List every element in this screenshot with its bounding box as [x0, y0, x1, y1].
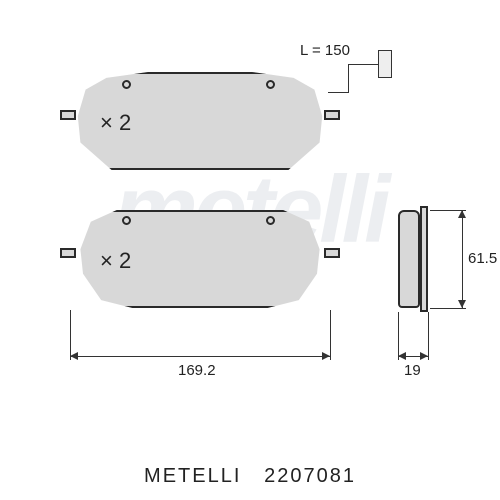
part-number: 2207081 — [264, 465, 356, 487]
dim-height-arrow-b — [458, 300, 466, 308]
pad-top-hole-2 — [266, 80, 275, 89]
ext-height-bot — [430, 308, 466, 309]
sensor-connector — [378, 50, 392, 78]
dim-thick-arrow-l — [398, 352, 406, 360]
pad-bot-tab-right — [324, 248, 340, 258]
dim-height-line — [462, 210, 463, 308]
sensor-wire-seg1 — [328, 92, 348, 93]
ext-width-right — [330, 310, 331, 360]
diagram-canvas: metelli { "watermark": "metelli", "brand… — [0, 0, 500, 500]
dim-width-arrow-r — [322, 352, 330, 360]
qty-label-bottom: × 2 — [100, 248, 131, 274]
sensor-wire-seg2 — [348, 64, 349, 93]
pad-top-hole-1 — [122, 80, 131, 89]
brand-label: METELLI — [144, 465, 241, 487]
dim-thick-value: 19 — [404, 362, 421, 379]
dim-height-arrow-t — [458, 210, 466, 218]
side-view-friction — [398, 210, 420, 308]
caption: METELLI 2207081 — [0, 465, 500, 488]
ext-thick-right — [428, 312, 429, 360]
dim-width-line — [70, 356, 330, 357]
pad-bot-hole-1 — [122, 216, 131, 225]
side-view-backplate — [420, 206, 428, 312]
dim-width-value: 169.2 — [178, 362, 216, 379]
pad-top-tab-left — [60, 110, 76, 120]
dim-thick-arrow-r — [420, 352, 428, 360]
sensor-wire-seg3 — [348, 64, 378, 65]
dim-height-value: 61.5 — [468, 250, 497, 267]
wire-length-label: L = 150 — [300, 42, 350, 59]
pad-top-tab-right — [324, 110, 340, 120]
pad-bot-tab-left — [60, 248, 76, 258]
dim-width-arrow-l — [70, 352, 78, 360]
qty-label-top: × 2 — [100, 110, 131, 136]
pad-bot-hole-2 — [266, 216, 275, 225]
